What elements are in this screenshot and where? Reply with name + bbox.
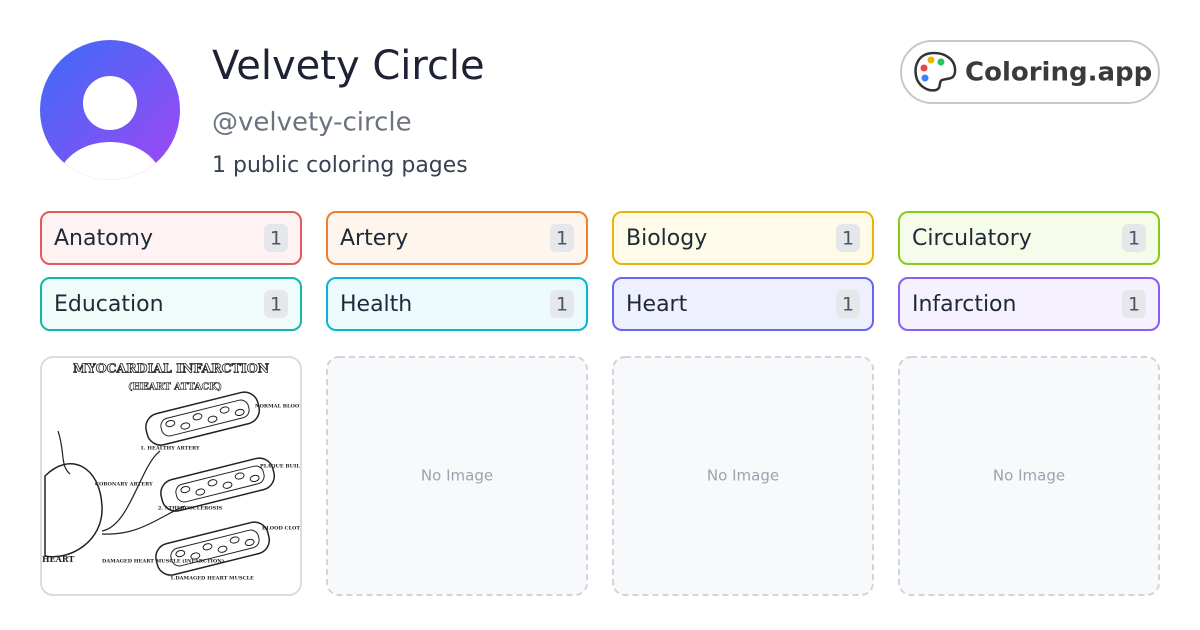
page-card[interactable]: No Image xyxy=(612,356,874,596)
profile-summary: 1 public coloring pages xyxy=(212,153,468,178)
heart-vessels xyxy=(57,430,186,535)
profile-handle: @velvety-circle xyxy=(212,108,412,138)
tag-box xyxy=(326,277,588,331)
tag-chip[interactable]: Biology 1 xyxy=(612,211,874,265)
tag-count: 1 xyxy=(1128,228,1140,250)
artery-drawing xyxy=(145,391,261,446)
tag-count-badge xyxy=(1122,224,1146,252)
thumb-title: MYOCARDIAL INFARCTION xyxy=(73,361,269,376)
tag-count: 1 xyxy=(1128,294,1140,316)
card-placeholder xyxy=(898,356,1160,596)
thumb-label: HEART xyxy=(42,554,74,564)
blood-cell xyxy=(180,422,191,430)
tag-chip[interactable]: Circulatory 1 xyxy=(898,211,1160,265)
blood-cell xyxy=(244,538,255,547)
tag-name: Heart xyxy=(626,292,688,317)
thumb-label: 2. ATHEROSCLEROSIS xyxy=(158,506,223,512)
tag-name: Biology xyxy=(626,226,707,251)
artery-drawing xyxy=(155,521,271,576)
heart-drawing xyxy=(44,463,103,558)
tag-count-badge xyxy=(836,224,860,252)
thumbnail: MYOCARDIAL INFARCTION (HEART ATTACK) NORMA… xyxy=(42,360,323,582)
tag-count: 1 xyxy=(270,294,282,316)
tag-chip[interactable]: Anatomy 1 xyxy=(40,211,302,265)
tag-chip[interactable]: Artery 1 xyxy=(326,211,588,265)
blood-cell xyxy=(217,545,228,553)
artery-drawing xyxy=(160,457,276,512)
tag-count: 1 xyxy=(270,228,282,250)
palette-icon xyxy=(914,51,957,92)
thumb-label: BLOOD CLOT xyxy=(262,526,300,532)
tag-count: 1 xyxy=(842,294,854,316)
thumb-label: CORONARY ARTERY xyxy=(95,482,153,488)
tag-box xyxy=(40,211,302,265)
tag-name: Health xyxy=(340,292,412,317)
blood-cell xyxy=(207,415,218,423)
brand-badge[interactable]: Coloring.app xyxy=(900,40,1160,104)
tag-name: Anatomy xyxy=(54,226,153,251)
avatar xyxy=(40,40,180,180)
blood-cell xyxy=(219,406,230,414)
tag-name: Artery xyxy=(340,226,408,251)
card-placeholder xyxy=(326,356,588,596)
blood-cell xyxy=(165,419,176,428)
tag-box xyxy=(898,277,1160,331)
tag-count-badge xyxy=(264,224,288,252)
blood-cell xyxy=(180,485,191,494)
tag-name: Infarction xyxy=(912,292,1016,317)
tag-box xyxy=(612,211,874,265)
tag-box xyxy=(612,277,874,331)
thumb-label: 1.DAMAGED HEART MUSCLE xyxy=(170,576,254,582)
tag-box xyxy=(326,211,588,265)
tag-chip[interactable]: Heart 1 xyxy=(612,277,874,331)
tag-name: Circulatory xyxy=(912,226,1032,251)
blood-cell xyxy=(207,479,218,487)
blood-cell xyxy=(234,408,245,417)
card-placeholder xyxy=(612,356,874,596)
thumb-label: PLAQUE BUILD xyxy=(260,464,305,470)
placeholder-text: No Image xyxy=(707,467,779,485)
tag-count: 1 xyxy=(556,294,568,316)
placeholder-text: No Image xyxy=(421,467,493,485)
blood-cell xyxy=(222,481,233,489)
tag-count-badge xyxy=(550,290,574,318)
tag-count: 1 xyxy=(556,228,568,250)
page-card[interactable]: No Image xyxy=(898,356,1160,596)
tag-chip[interactable]: Education 1 xyxy=(40,277,302,331)
tag-name: Education xyxy=(54,292,164,317)
thumb-label: NORMAL BLOOD FLOW xyxy=(255,404,323,410)
tag-box xyxy=(898,211,1160,265)
blood-cell xyxy=(234,472,245,480)
blood-cell xyxy=(249,474,260,483)
blood-cell xyxy=(229,536,240,544)
tag-count-badge xyxy=(550,224,574,252)
tag-count-badge xyxy=(1122,290,1146,318)
tag-count-badge xyxy=(836,290,860,318)
brand-label: Coloring.app xyxy=(965,58,1152,88)
tag-count-badge xyxy=(264,290,288,318)
blood-cell xyxy=(195,488,206,496)
blood-cell xyxy=(190,552,201,560)
thumb-subtitle: (HEART ATTACK) xyxy=(128,382,222,393)
tag-count: 1 xyxy=(842,228,854,250)
page-card[interactable]: No Image xyxy=(326,356,588,596)
tag-box xyxy=(40,277,302,331)
blood-cell xyxy=(175,549,186,558)
thumb-label: DAMAGED HEART MUSCLE (INFARCTION) xyxy=(102,558,224,565)
blood-cell xyxy=(202,543,213,551)
profile-name: Velvety Circle xyxy=(212,43,485,89)
placeholder-text: No Image xyxy=(993,467,1065,485)
thumb-label: 1. HEALTHY ARTERY xyxy=(140,446,200,452)
page-card[interactable]: MYOCARDIAL INFARCTION (HEART ATTACK) NORMA… xyxy=(40,356,323,596)
tag-chip[interactable]: Health 1 xyxy=(326,277,588,331)
blood-cell xyxy=(192,413,203,421)
tag-chip[interactable]: Infarction 1 xyxy=(898,277,1160,331)
